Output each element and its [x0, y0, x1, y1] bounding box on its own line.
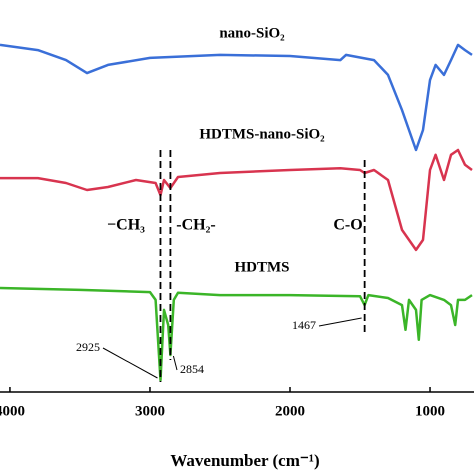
x-tick-label: 2000: [275, 403, 305, 419]
spectrum-line: [0, 43, 473, 152]
peak-arrow: [102, 347, 158, 379]
group-label: -CH₂-: [176, 217, 215, 234]
peak-label: 1467: [292, 318, 316, 332]
group-label: C-O: [333, 217, 362, 234]
x-tick-label: 4000: [0, 403, 25, 419]
series-label: nano-SiO₂: [219, 25, 285, 41]
group-label: −CH₃: [107, 217, 145, 234]
spectrum-line: [0, 286, 473, 382]
peak-arrow: [172, 355, 178, 371]
series-label: HDTMS-nano-SiO₂: [199, 126, 325, 142]
x-tick-label: 1000: [415, 403, 445, 419]
spectrum-line: [0, 148, 473, 252]
peak-arrow: [318, 317, 362, 327]
peak-label: 2854: [180, 362, 204, 376]
x-axis-label: Wavenumber (cm⁻¹): [170, 451, 319, 470]
peak-label: 2925: [76, 340, 100, 354]
series-label: HDTMS: [234, 259, 289, 275]
x-tick-label: 3000: [135, 403, 165, 419]
